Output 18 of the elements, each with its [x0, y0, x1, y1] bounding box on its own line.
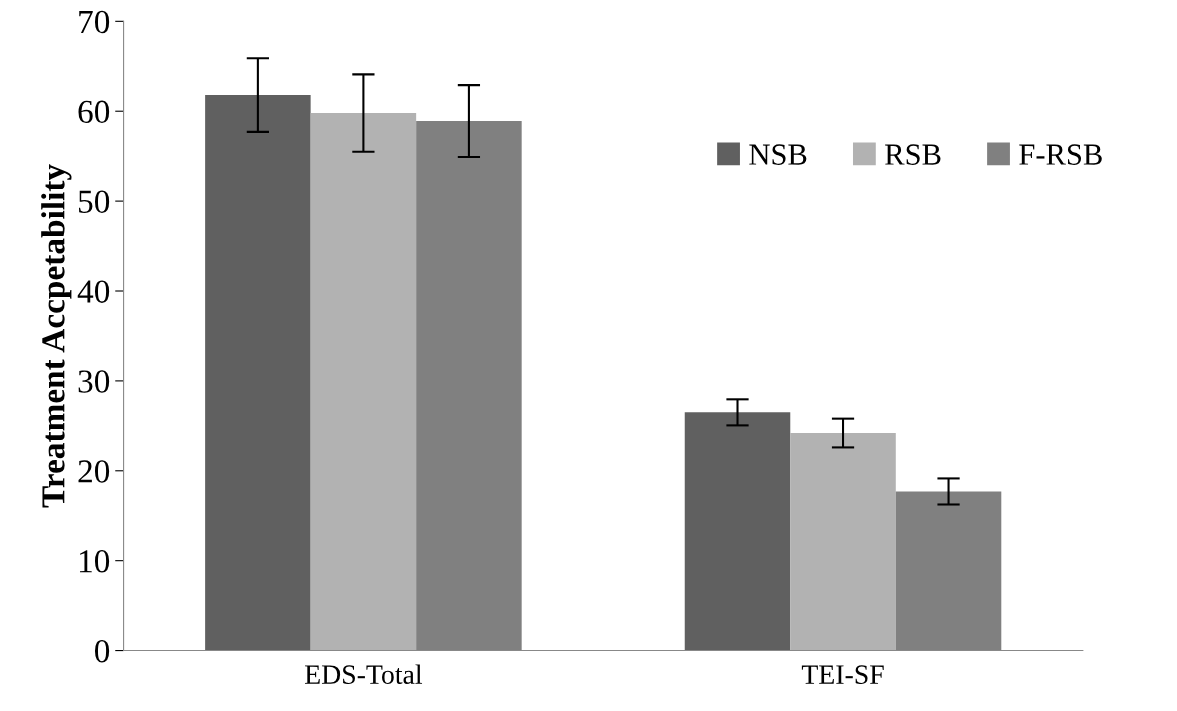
legend-label: NSB	[749, 144, 807, 165]
y-tick-label: 40	[77, 280, 110, 303]
y-tick-label: 30	[78, 370, 110, 393]
y-tick-label: 10	[79, 550, 110, 573]
legend-label: RSB	[885, 144, 941, 165]
y-tick-label: 60	[78, 100, 110, 124]
y-tick-label: 20	[78, 460, 110, 483]
y-tick-label: 70	[79, 10, 110, 34]
bar	[205, 95, 311, 651]
x-tick-label: EDS-Total	[305, 664, 423, 684]
legend-label: F-RSB	[1019, 144, 1102, 165]
bar	[790, 433, 896, 651]
bar	[310, 113, 417, 651]
bar	[684, 412, 791, 651]
y-tick-label: 0	[94, 639, 110, 663]
y-axis-title: Treatment Accpetability	[41, 164, 72, 508]
y-tick-label: 50	[78, 190, 110, 213]
x-tick-label: TEI-SF	[801, 665, 884, 684]
